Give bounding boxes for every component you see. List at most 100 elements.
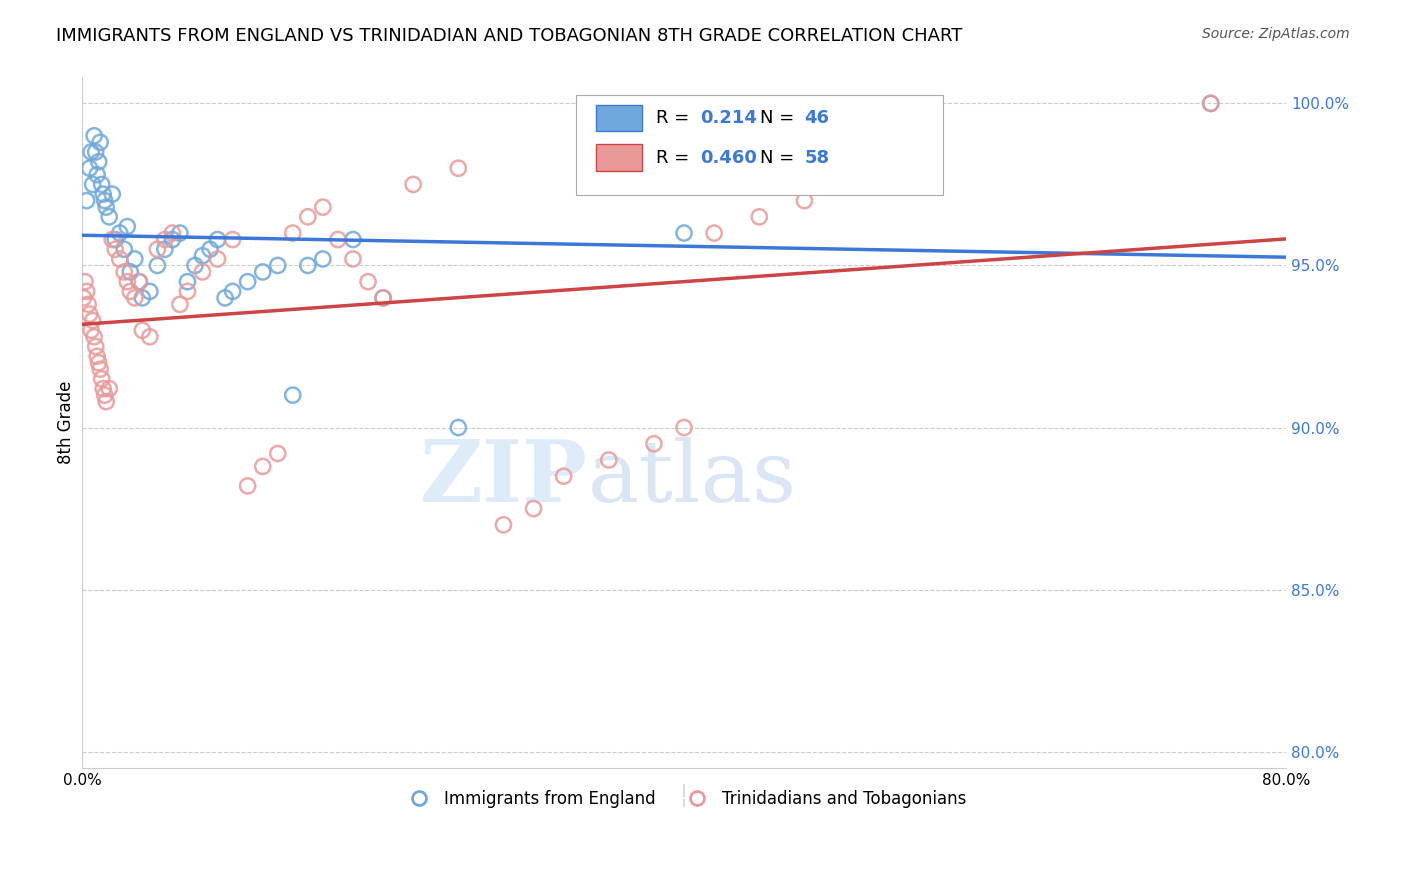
Point — [83, 128, 105, 143]
Point — [84, 339, 107, 353]
Point — [184, 259, 207, 273]
Point — [124, 291, 146, 305]
Point — [120, 285, 142, 299]
Point — [342, 233, 364, 247]
Point — [139, 285, 162, 299]
Point — [128, 275, 150, 289]
Point — [90, 178, 112, 192]
Point — [191, 265, 214, 279]
Point — [221, 233, 243, 247]
Point — [96, 200, 118, 214]
Point — [492, 517, 515, 532]
Y-axis label: 8th Grade: 8th Grade — [58, 381, 75, 465]
Point — [112, 242, 135, 256]
Bar — [596, 105, 643, 131]
Point — [402, 178, 425, 192]
Point — [101, 233, 124, 247]
Point — [146, 242, 169, 256]
Point — [89, 362, 111, 376]
Point — [703, 226, 725, 240]
Point — [131, 323, 153, 337]
Bar — [596, 145, 643, 170]
Point — [83, 330, 105, 344]
Point — [79, 161, 101, 176]
Point — [214, 291, 236, 305]
Point — [176, 285, 198, 299]
Point — [84, 145, 107, 159]
Point — [153, 233, 176, 247]
Point — [312, 200, 335, 214]
Point — [96, 394, 118, 409]
FancyBboxPatch shape — [575, 95, 943, 194]
Point — [91, 382, 114, 396]
Point — [93, 388, 115, 402]
Point — [86, 168, 108, 182]
Point — [82, 313, 104, 327]
Point — [87, 356, 110, 370]
Text: R =: R = — [657, 149, 696, 167]
Point — [82, 178, 104, 192]
Point — [162, 226, 184, 240]
Point — [108, 226, 131, 240]
Point — [77, 297, 100, 311]
Text: 0.460: 0.460 — [700, 149, 756, 167]
Point — [824, 103, 846, 117]
Point — [76, 285, 98, 299]
Point — [124, 252, 146, 266]
Text: 0.214: 0.214 — [700, 109, 756, 128]
Point — [104, 242, 127, 256]
Point — [342, 252, 364, 266]
Point — [522, 501, 544, 516]
Point — [117, 219, 139, 234]
Point — [221, 285, 243, 299]
Point — [191, 249, 214, 263]
Point — [91, 187, 114, 202]
Point — [98, 210, 121, 224]
Point — [673, 420, 696, 434]
Point — [252, 265, 274, 279]
Point — [117, 275, 139, 289]
Point — [86, 349, 108, 363]
Point — [153, 242, 176, 256]
Point — [80, 145, 103, 159]
Point — [357, 275, 380, 289]
Point — [120, 265, 142, 279]
Text: atlas: atlas — [588, 436, 797, 519]
Point — [236, 275, 259, 289]
Point — [89, 136, 111, 150]
Text: Source: ZipAtlas.com: Source: ZipAtlas.com — [1202, 27, 1350, 41]
Point — [98, 382, 121, 396]
Text: IMMIGRANTS FROM ENGLAND VS TRINIDADIAN AND TOBAGONIAN 8TH GRADE CORRELATION CHAR: IMMIGRANTS FROM ENGLAND VS TRINIDADIAN A… — [56, 27, 963, 45]
Point — [207, 252, 229, 266]
Point — [643, 436, 665, 450]
Point — [93, 194, 115, 208]
Point — [146, 259, 169, 273]
Text: 46: 46 — [804, 109, 830, 128]
Point — [76, 194, 98, 208]
Point — [80, 323, 103, 337]
Point — [793, 194, 815, 208]
Text: R =: R = — [657, 109, 696, 128]
Point — [297, 259, 319, 273]
Point — [131, 291, 153, 305]
Point — [267, 446, 290, 460]
Point — [371, 291, 394, 305]
Point — [72, 291, 94, 305]
Point — [139, 330, 162, 344]
Point — [101, 187, 124, 202]
Point — [207, 233, 229, 247]
Point — [447, 420, 470, 434]
Text: ZIP: ZIP — [420, 436, 588, 520]
Point — [236, 479, 259, 493]
Text: N =: N = — [759, 109, 800, 128]
Point — [75, 275, 97, 289]
Point — [1199, 96, 1222, 111]
Point — [1199, 96, 1222, 111]
Point — [598, 453, 620, 467]
Point — [90, 372, 112, 386]
Legend: Immigrants from England, Trinidadians and Tobagonians: Immigrants from England, Trinidadians an… — [395, 783, 973, 815]
Point — [326, 233, 349, 247]
Point — [553, 469, 575, 483]
Point — [169, 226, 191, 240]
Text: N =: N = — [759, 149, 800, 167]
